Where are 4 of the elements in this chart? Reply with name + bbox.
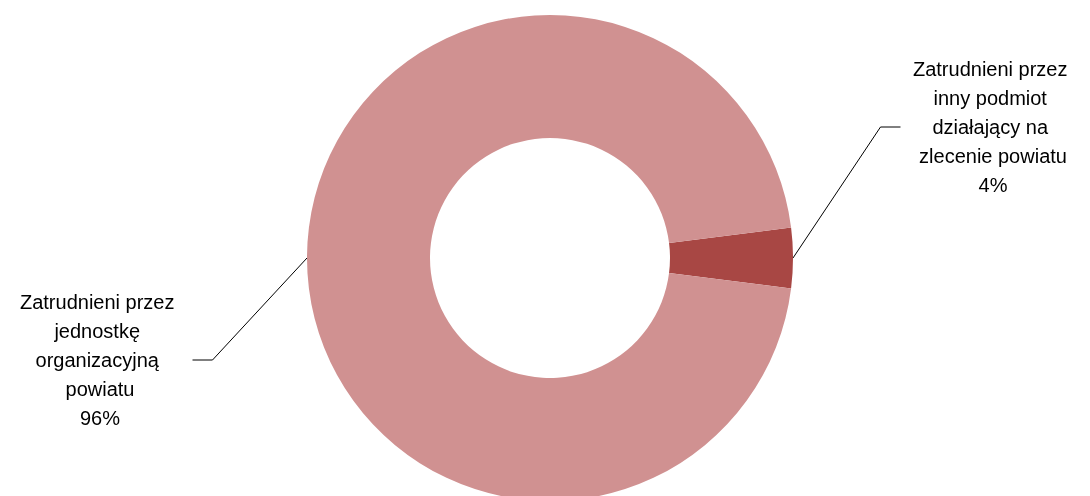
data-label: 96% [79,407,121,429]
slice-label: Zatrudnieni przez inny podmiot działający na zlecenie powiatu [912,58,1074,167]
data-label: 4% [978,174,1008,196]
slice-label: Zatrudnieni przez jednostkę organizacyjną powiatu [19,291,181,400]
